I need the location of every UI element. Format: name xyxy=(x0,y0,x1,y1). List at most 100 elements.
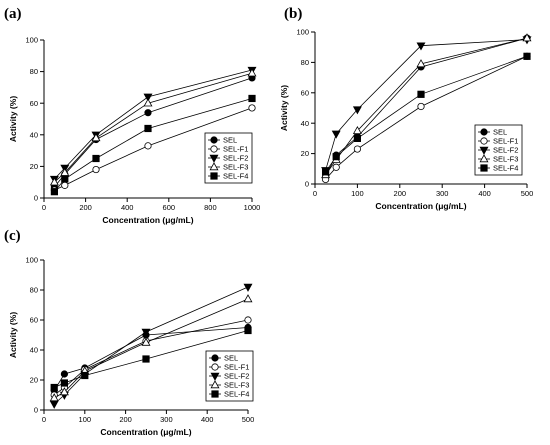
data-point-3 xyxy=(143,98,153,107)
y-tick-label: 20 xyxy=(30,162,38,171)
legend-marker xyxy=(211,354,219,362)
y-tick-label: 100 xyxy=(25,256,38,265)
y-tick-label: 100 xyxy=(296,28,309,37)
legend-label: SEL-F1 xyxy=(493,137,518,146)
legend-label: SEL-F2 xyxy=(493,146,518,155)
x-tick-label: 400 xyxy=(121,203,134,212)
y-tick-label: 40 xyxy=(30,346,38,355)
data-point-1 xyxy=(61,181,69,189)
data-point-3 xyxy=(243,294,253,303)
y-tick-label: 60 xyxy=(301,88,309,97)
data-point-4 xyxy=(321,168,330,176)
data-point-3 xyxy=(141,337,151,346)
y-axis-label: Activity (%) xyxy=(279,85,289,131)
data-point-1 xyxy=(144,142,152,150)
legend-marker xyxy=(210,380,220,389)
data-point-4 xyxy=(332,153,340,161)
data-point-4 xyxy=(523,52,531,60)
data-point-3 xyxy=(416,59,426,68)
y-tick-label: 80 xyxy=(30,67,38,76)
data-point-4 xyxy=(50,188,59,196)
y-tick-label: 60 xyxy=(30,99,38,108)
x-tick-label: 300 xyxy=(436,189,449,198)
data-point-4 xyxy=(417,90,425,98)
legend-marker xyxy=(479,154,489,163)
legend-label: SEL xyxy=(223,136,237,145)
data-point-1 xyxy=(417,102,425,111)
y-tick-label: 0 xyxy=(34,194,38,203)
chart-panel-1: 0 20 40 60 80 100 0 100 200 300 400 500 Concentratio… xyxy=(279,28,533,211)
legend-marker xyxy=(209,154,219,163)
data-point-1 xyxy=(244,316,252,324)
legend-marker xyxy=(210,145,218,153)
x-tick-label: 800 xyxy=(204,203,217,212)
data-point-1 xyxy=(248,104,256,112)
x-tick-label: 600 xyxy=(163,203,176,212)
legend-marker xyxy=(479,146,489,155)
legend-label: SEL-F3 xyxy=(493,155,518,164)
data-point-4 xyxy=(244,326,252,335)
legend-label: SEL-F3 xyxy=(224,381,249,390)
data-point-4 xyxy=(81,371,89,380)
x-tick-label: 100 xyxy=(79,415,92,424)
legend-marker xyxy=(209,162,219,171)
data-point-3 xyxy=(49,393,59,402)
data-point-3 xyxy=(49,177,59,186)
x-tick-label: 0 xyxy=(42,203,46,212)
x-tick-label: 0 xyxy=(313,189,317,198)
data-point-2 xyxy=(141,328,151,337)
data-point-3 xyxy=(91,133,101,142)
y-tick-label: 40 xyxy=(301,119,309,128)
y-tick-label: 0 xyxy=(305,180,309,189)
data-point-2 xyxy=(416,42,426,51)
x-tick-label: 500 xyxy=(242,415,255,424)
data-point-0 xyxy=(60,370,69,378)
x-tick-label: 1000 xyxy=(244,203,261,212)
y-tick-label: 80 xyxy=(30,286,38,295)
data-point-3 xyxy=(522,33,532,42)
legend-label: SEL xyxy=(493,128,507,137)
legend-label: SEL-F4 xyxy=(224,390,249,399)
chart-panel-2: 0 20 40 60 80 100 0 100 200 300 400 500 Concentratio… xyxy=(8,256,254,437)
legend-label: SEL-F3 xyxy=(223,163,248,172)
data-point-3 xyxy=(352,125,362,135)
legend-marker xyxy=(480,164,488,172)
panel-label-b: (b) xyxy=(284,6,303,22)
y-tick-label: 40 xyxy=(30,130,38,139)
x-axis-label: Concentration (μg/mL) xyxy=(100,427,191,437)
legend-label: SEL-F1 xyxy=(223,145,248,154)
y-tick-label: 20 xyxy=(301,149,309,158)
data-point-1 xyxy=(332,163,340,171)
legend-marker xyxy=(210,372,220,381)
data-point-4 xyxy=(92,154,100,163)
x-tick-label: 100 xyxy=(351,189,364,198)
data-point-4 xyxy=(353,134,362,142)
x-tick-label: 200 xyxy=(394,189,407,198)
legend-label: SEL-F1 xyxy=(224,363,249,372)
data-point-0 xyxy=(144,109,152,117)
data-point-4 xyxy=(50,383,58,392)
y-axis-label: Activity (%) xyxy=(8,96,18,142)
y-tick-label: 100 xyxy=(25,36,38,45)
x-tick-label: 400 xyxy=(201,415,214,424)
x-axis-label: Concentration (μg/mL) xyxy=(375,201,466,211)
panel-label-c: (c) xyxy=(4,228,21,244)
data-point-4 xyxy=(142,355,150,363)
data-point-2 xyxy=(143,93,153,102)
data-point-1 xyxy=(353,145,361,153)
y-axis-label: Activity (%) xyxy=(8,312,18,358)
legend-label: SEL-F4 xyxy=(223,172,248,181)
data-point-2 xyxy=(331,130,341,139)
x-tick-label: 400 xyxy=(478,189,491,198)
legend-label: SEL-F4 xyxy=(493,164,518,173)
legend-label: SEL xyxy=(224,354,238,363)
data-point-2 xyxy=(49,400,59,409)
legend-label: SEL-F2 xyxy=(224,372,249,381)
x-tick-label: 500 xyxy=(521,189,534,198)
y-tick-label: 80 xyxy=(301,58,309,67)
data-point-2 xyxy=(352,106,362,115)
legend-label: SEL-F2 xyxy=(223,154,248,163)
